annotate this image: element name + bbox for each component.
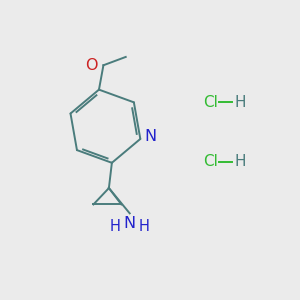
Text: H: H: [235, 154, 246, 169]
Text: O: O: [85, 58, 98, 73]
Text: N: N: [144, 129, 156, 144]
Text: Cl: Cl: [203, 154, 218, 169]
Text: H: H: [235, 95, 246, 110]
Text: H: H: [110, 219, 121, 234]
Text: H: H: [139, 219, 149, 234]
Text: N: N: [124, 216, 136, 231]
Text: Cl: Cl: [203, 95, 218, 110]
